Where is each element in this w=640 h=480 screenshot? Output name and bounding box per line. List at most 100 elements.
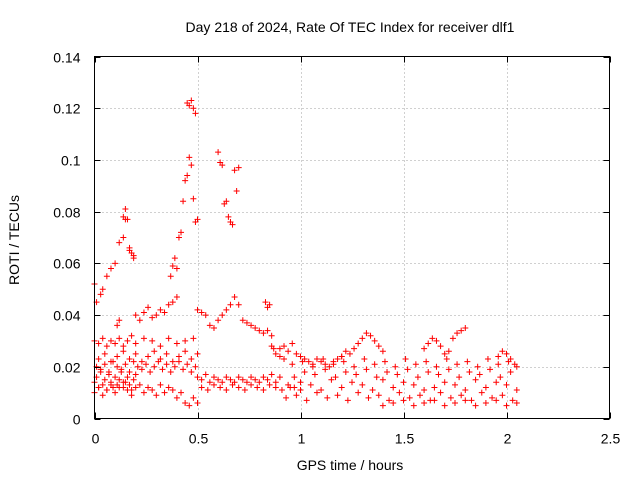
data-point xyxy=(328,376,335,383)
data-point xyxy=(132,384,139,391)
data-point xyxy=(462,325,469,331)
data-point xyxy=(161,389,168,396)
data-point xyxy=(293,350,300,357)
data-point xyxy=(120,234,127,241)
data-point xyxy=(103,387,110,394)
data-point xyxy=(128,250,135,257)
data-point xyxy=(194,350,201,357)
data-point xyxy=(124,337,131,344)
data-point xyxy=(128,392,135,399)
data-point xyxy=(435,371,442,378)
data-point xyxy=(210,381,217,388)
data-point xyxy=(175,358,182,365)
data-point xyxy=(489,394,496,401)
data-point xyxy=(243,319,250,326)
data-point xyxy=(114,363,121,370)
data-point xyxy=(499,392,506,399)
data-point xyxy=(452,381,458,388)
data-point xyxy=(476,371,483,378)
data-point xyxy=(346,350,353,357)
data-point xyxy=(332,374,339,381)
data-point xyxy=(132,340,139,347)
data-point xyxy=(132,371,139,378)
data-point xyxy=(272,350,279,357)
data-point xyxy=(355,340,362,347)
data-point xyxy=(318,358,325,365)
data-point xyxy=(371,361,378,368)
data-point xyxy=(223,306,230,313)
data-points xyxy=(91,97,520,409)
data-point xyxy=(445,348,452,355)
data-point xyxy=(503,350,510,357)
data-point xyxy=(503,402,510,409)
data-point xyxy=(132,312,139,319)
data-point xyxy=(421,399,428,406)
data-point xyxy=(116,239,123,246)
data-point xyxy=(169,387,176,394)
data-point xyxy=(178,229,185,236)
data-point xyxy=(120,379,127,386)
data-point xyxy=(363,366,370,373)
data-point xyxy=(340,358,347,365)
data-point xyxy=(433,337,440,344)
data-point xyxy=(260,387,267,394)
data-point xyxy=(204,387,211,394)
data-point xyxy=(452,399,458,406)
data-point xyxy=(215,376,222,383)
data-point xyxy=(313,356,320,363)
data-point xyxy=(493,379,500,386)
data-point xyxy=(379,402,386,409)
data-point xyxy=(513,387,520,394)
data-point xyxy=(301,356,308,363)
y-tick-label: 0 xyxy=(73,412,81,428)
data-point xyxy=(167,368,174,375)
data-point xyxy=(105,368,112,375)
data-point xyxy=(497,374,504,381)
data-point xyxy=(239,376,246,383)
data-point xyxy=(122,206,129,213)
data-point xyxy=(410,402,417,409)
data-point xyxy=(266,301,273,308)
data-point xyxy=(400,397,407,404)
data-point xyxy=(297,387,304,394)
data-point xyxy=(99,286,106,293)
data-point xyxy=(126,368,133,375)
data-point xyxy=(219,379,226,386)
data-point xyxy=(97,366,104,373)
data-point xyxy=(198,309,205,316)
data-point xyxy=(334,392,341,399)
data-point xyxy=(114,322,121,329)
y-tick-label: 0.08 xyxy=(53,205,80,221)
data-point xyxy=(266,381,273,388)
data-point xyxy=(487,366,494,373)
data-point xyxy=(260,330,267,337)
data-point xyxy=(95,384,102,391)
data-point xyxy=(441,379,448,386)
data-point xyxy=(386,397,393,404)
x-tick-label: 2.5 xyxy=(601,431,621,447)
y-tick-label: 0.14 xyxy=(53,50,80,66)
data-point xyxy=(190,195,197,202)
data-point xyxy=(130,358,137,365)
x-axis-label: GPS time / hours xyxy=(297,457,404,473)
data-point xyxy=(130,376,137,383)
data-point xyxy=(484,356,491,363)
data-point xyxy=(289,361,296,368)
data-point xyxy=(342,348,349,355)
data-point xyxy=(173,293,180,300)
data-point xyxy=(421,345,428,352)
data-point xyxy=(140,389,147,396)
data-point xyxy=(289,340,296,347)
data-point xyxy=(157,381,164,388)
data-point xyxy=(252,325,259,331)
data-point xyxy=(120,343,127,350)
data-point xyxy=(495,353,502,360)
data-point xyxy=(355,389,362,396)
data-point xyxy=(231,293,238,300)
data-point xyxy=(192,110,199,117)
data-point xyxy=(95,340,102,347)
data-point xyxy=(307,381,314,388)
data-point xyxy=(511,361,518,368)
data-point xyxy=(425,368,432,375)
